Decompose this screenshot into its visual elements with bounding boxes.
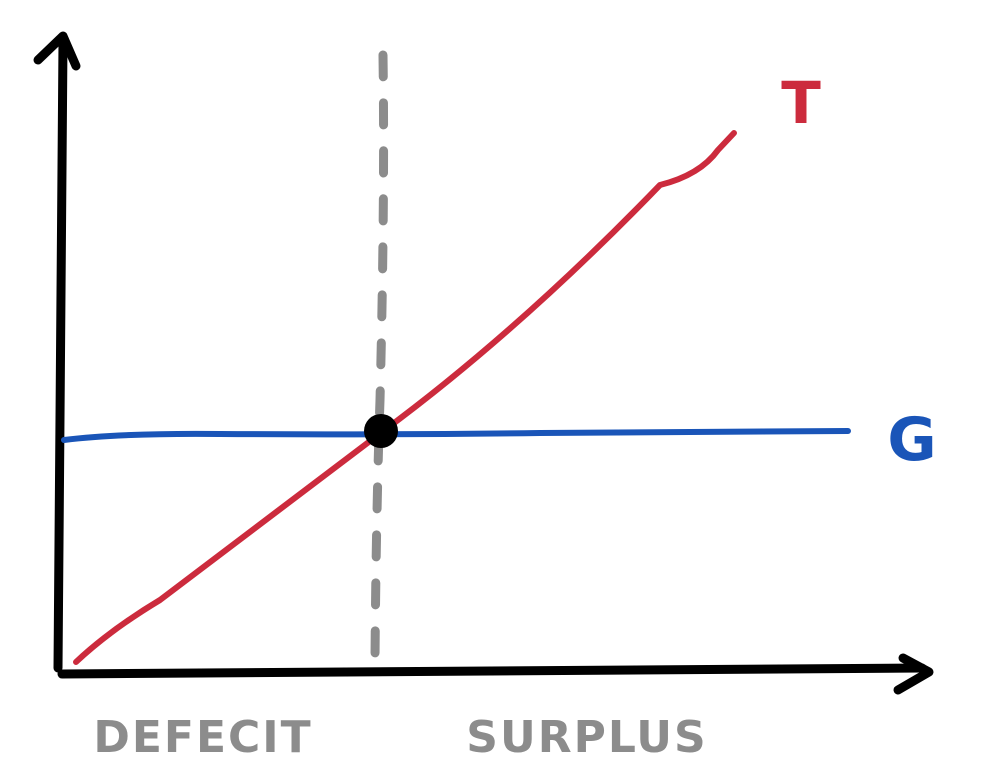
x-axis: [57, 663, 927, 679]
x-axis-arrowhead: [893, 653, 934, 695]
balanced-budget-divider: [370, 50, 389, 665]
spending-line: [61, 428, 851, 443]
surplus-region-label: SURPLUS: [466, 712, 707, 763]
tax-line: [73, 130, 737, 665]
y-axis: [53, 37, 68, 673]
deficit-region-label: DEFECIT: [93, 712, 312, 763]
tax-line-label: T: [781, 69, 821, 137]
intersection-point: [364, 414, 398, 448]
spending-line-label: G: [887, 405, 936, 475]
y-axis-arrowhead: [33, 31, 81, 71]
